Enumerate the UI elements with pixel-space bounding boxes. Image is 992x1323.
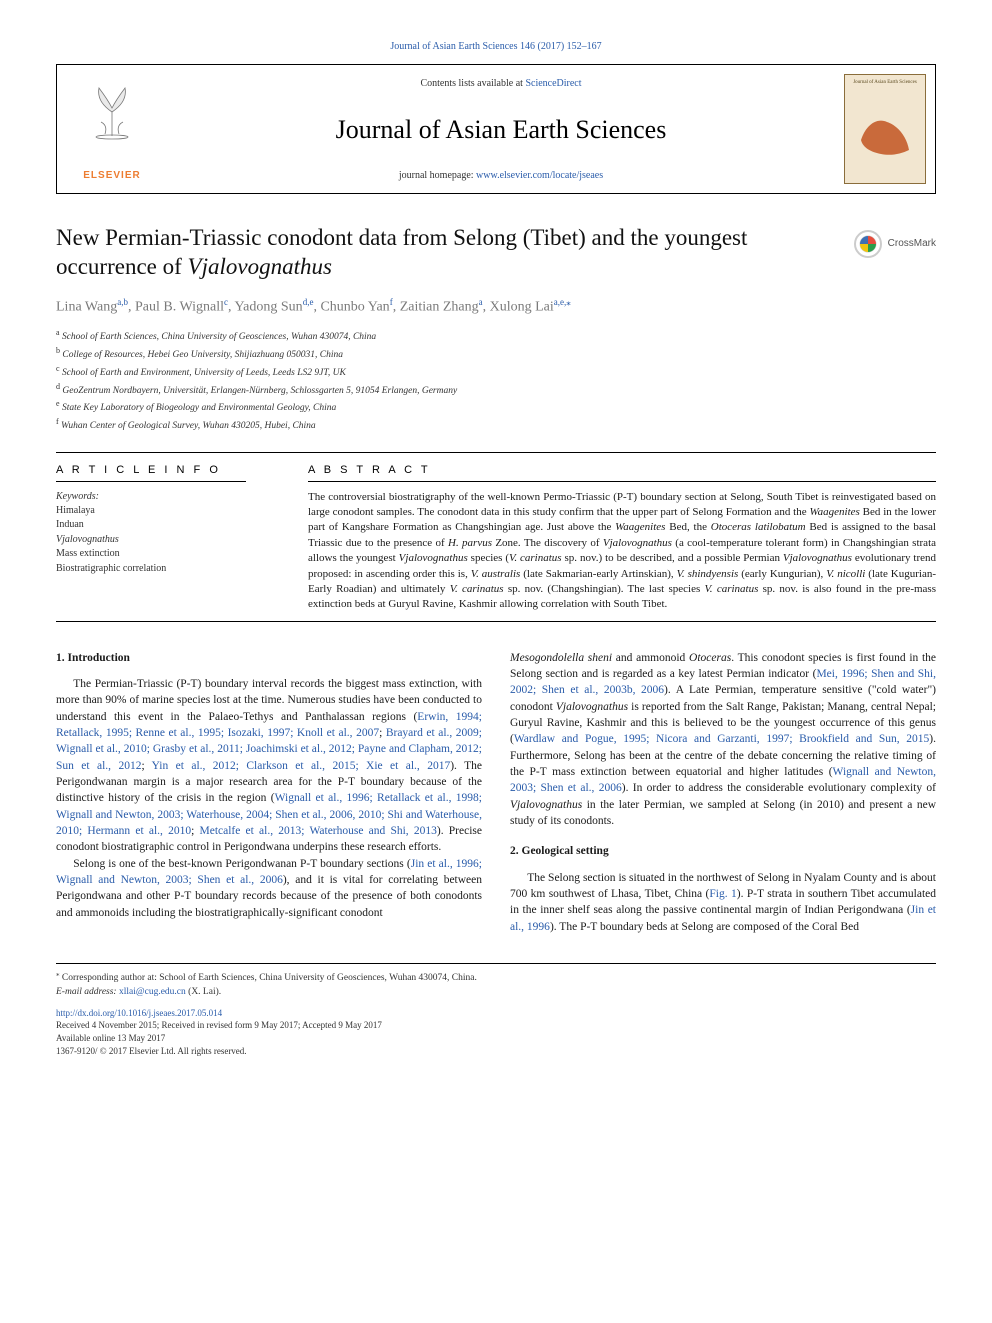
corresponding-author-note: ⁎ Corresponding author at: School of Ear… [56, 970, 936, 985]
page-footer: http://dx.doi.org/10.1016/j.jseaes.2017.… [56, 1007, 936, 1057]
journal-cover-thumbnail: Journal of Asian Earth Sciences [844, 74, 926, 184]
journal-homepage-link[interactable]: www.elsevier.com/locate/jseaes [476, 170, 603, 181]
section-divider-top [56, 452, 936, 453]
article-title: New Permian-Triassic conodont data from … [56, 224, 842, 282]
author-5: Zaitian Zhang [400, 299, 479, 314]
affiliation-a: a School of Earth Sciences, China Univer… [56, 327, 936, 345]
affiliation-b: b College of Resources, Hebei Geo Univer… [56, 345, 936, 363]
article-title-taxon: Vjalovognathus [188, 254, 332, 279]
article-info-head: A R T I C L E I N F O [56, 463, 280, 478]
publisher-block: ELSEVIER [57, 65, 167, 193]
abstract-text: The controversial biostratigraphy of the… [308, 490, 936, 613]
author-1: Lina Wang [56, 299, 117, 314]
doi-link[interactable]: http://dx.doi.org/10.1016/j.jseaes.2017.… [56, 1007, 936, 1020]
keyword-item: Vjalovognathus [56, 533, 280, 548]
section-1-para-1: The Permian-Triassic (P-T) boundary inte… [56, 676, 482, 856]
author-6-aff: a,e,⁎ [554, 297, 571, 307]
crossmark-label: CrossMark [888, 237, 936, 251]
section-1-head: 1. Introduction [56, 650, 482, 666]
affiliation-e: e State Key Laboratory of Biogeology and… [56, 398, 936, 416]
keyword-item: Biostratigraphic correlation [56, 562, 280, 577]
section-1-para-2-cont: Mesogondolella sheni and ammonoid Otocer… [510, 650, 936, 830]
corresponding-email-link[interactable]: xllai@cug.edu.cn [119, 987, 186, 997]
article-title-text: New Permian-Triassic conodont data from … [56, 225, 747, 279]
crossmark-icon [854, 230, 882, 258]
abstract-rule [308, 481, 936, 482]
email-line: E-mail address: xllai@cug.edu.cn (X. Lai… [56, 986, 936, 999]
keywords-label: Keywords: [56, 490, 280, 504]
author-3: Yadong Sun [234, 299, 302, 314]
journal-citation-header[interactable]: Journal of Asian Earth Sciences 146 (201… [56, 40, 936, 54]
section-2-head: 2. Geological setting [510, 843, 936, 859]
email-owner: (X. Lai). [186, 987, 221, 997]
author-2-aff: c [224, 297, 228, 307]
journal-homepage-line: journal homepage: www.elsevier.com/locat… [399, 169, 603, 183]
journal-cover-block: Journal of Asian Earth Sciences [835, 65, 935, 193]
author-6: Xulong Lai [490, 299, 554, 314]
article-info-column: A R T I C L E I N F O Keywords: Himalaya… [56, 463, 280, 613]
keyword-item: Himalaya [56, 504, 280, 519]
author-2: Paul B. Wignall [135, 299, 224, 314]
abstract-column: A B S T R A C T The controversial biostr… [308, 463, 936, 613]
publisher-name: ELSEVIER [83, 169, 140, 183]
author-4: Chunbo Yan [320, 299, 389, 314]
author-4-aff: f [390, 297, 393, 307]
contents-lists-line: Contents lists available at ScienceDirec… [420, 77, 581, 91]
keywords-list: Himalaya Induan Vjalovognathus Mass exti… [56, 504, 280, 577]
author-5-aff: a [479, 297, 483, 307]
homepage-prefix: journal homepage: [399, 170, 476, 181]
article-info-rule [56, 481, 246, 482]
journal-header: ELSEVIER Contents lists available at Sci… [56, 64, 936, 194]
contents-prefix: Contents lists available at [420, 78, 525, 89]
journal-header-center: Contents lists available at ScienceDirec… [167, 65, 835, 193]
sciencedirect-link[interactable]: ScienceDirect [525, 78, 581, 89]
affiliation-d: d GeoZentrum Nordbayern, Universität, Er… [56, 381, 936, 399]
journal-name: Journal of Asian Earth Sciences [336, 112, 667, 148]
elsevier-tree-icon [82, 75, 142, 143]
author-list: Lina Wanga,b, Paul B. Wignallc, Yadong S… [56, 296, 936, 317]
keyword-item: Induan [56, 518, 280, 533]
affiliations: a School of Earth Sciences, China Univer… [56, 327, 936, 435]
available-online: Available online 13 May 2017 [56, 1032, 936, 1045]
email-label: E-mail address: [56, 987, 117, 997]
section-2-para-1: The Selong section is situated in the no… [510, 870, 936, 935]
section-1-para-2: Selong is one of the best-known Perigond… [56, 856, 482, 921]
author-3-aff: d,e [303, 297, 314, 307]
section-divider-bottom [56, 621, 936, 622]
issn-copyright: 1367-9120/ © 2017 Elsevier Ltd. All righ… [56, 1045, 936, 1058]
keyword-item: Mass extinction [56, 547, 280, 562]
footnotes: ⁎ Corresponding author at: School of Ear… [56, 963, 936, 999]
abstract-head: A B S T R A C T [308, 463, 936, 478]
cover-title: Journal of Asian Earth Sciences [849, 79, 921, 86]
body-columns: 1. Introduction The Permian-Triassic (P-… [56, 650, 936, 935]
crossmark-badge[interactable]: CrossMark [854, 230, 936, 258]
affiliation-c: c School of Earth and Environment, Unive… [56, 363, 936, 381]
received-dates: Received 4 November 2015; Received in re… [56, 1019, 936, 1032]
author-1-aff: a,b [117, 297, 128, 307]
affiliation-f: f Wuhan Center of Geological Survey, Wuh… [56, 416, 936, 434]
